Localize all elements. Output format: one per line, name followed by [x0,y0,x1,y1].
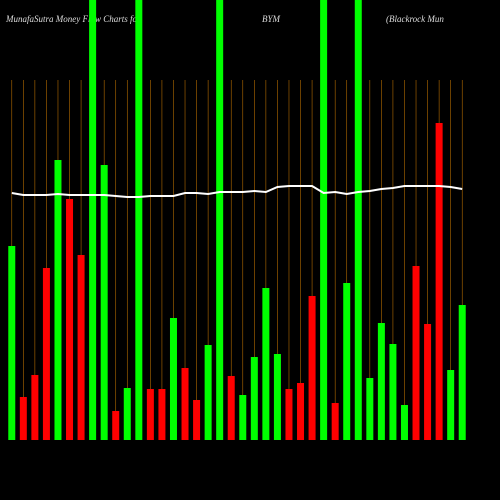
bar [343,283,351,440]
bar [366,378,374,440]
bar [262,288,270,440]
bar [458,305,466,440]
bar [193,400,201,440]
bar [135,0,143,440]
bar [447,370,455,440]
bar [273,354,281,440]
bar [54,160,62,440]
bar [331,403,339,440]
chart-title: MunafaSutra Money Flow Charts for [5,14,141,24]
bar [320,0,328,440]
bar [297,383,305,440]
bar [89,0,97,440]
bar [400,405,408,440]
bar [250,357,258,440]
bar [424,324,432,440]
chart-subtitle: (Blackrock Mun [386,14,444,24]
bar [123,388,131,440]
bar [377,323,385,440]
bar [412,266,420,440]
bar [8,246,16,440]
money-flow-line [11,185,463,198]
bar [435,123,443,440]
bar [181,368,189,440]
bar [31,375,39,440]
bar [66,199,74,440]
bar [146,389,154,440]
bar [389,344,397,440]
bar [77,255,85,440]
bar [169,318,177,440]
bar [227,376,235,440]
chart-symbol: BYM [262,14,281,24]
bar [285,389,293,440]
bar [158,389,166,440]
bar [308,296,316,440]
bar [354,0,362,440]
bar [239,395,247,440]
bar [42,268,50,440]
bar [112,411,120,440]
bar [19,397,27,440]
bar [216,0,224,440]
bar [100,165,108,440]
bar [204,345,212,440]
